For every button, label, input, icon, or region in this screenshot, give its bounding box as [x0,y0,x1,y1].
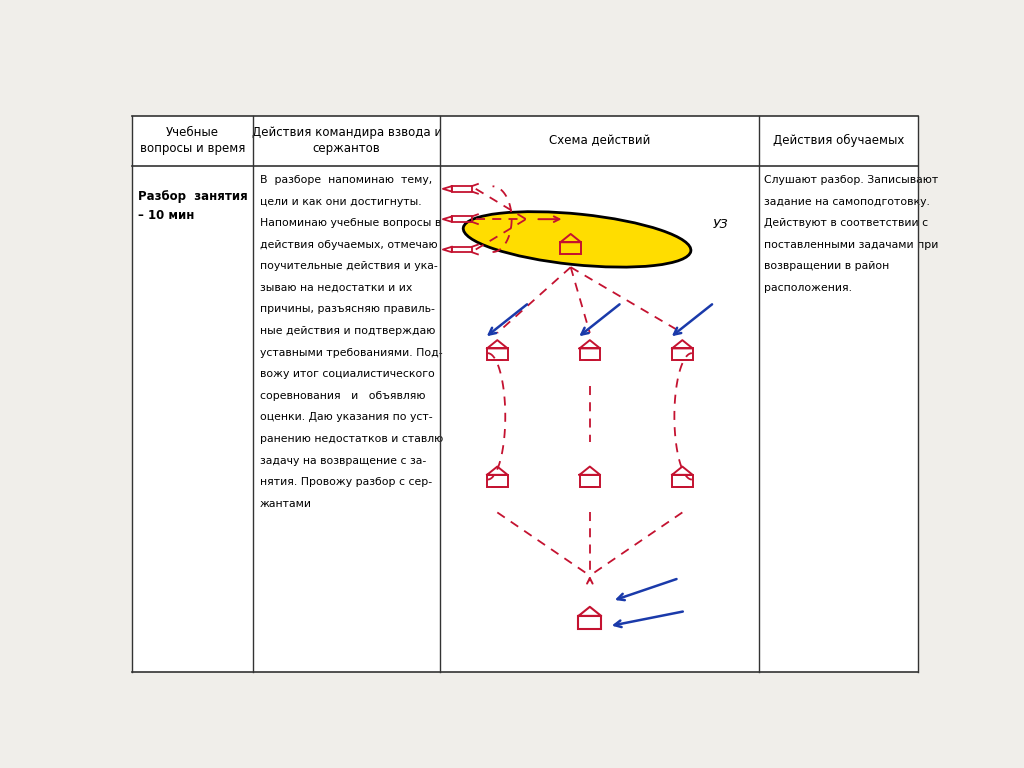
Text: расположения.: расположения. [765,283,852,293]
Bar [580,475,600,487]
Text: Действия обучаемых: Действия обучаемых [772,134,904,147]
Ellipse shape [463,212,691,267]
Text: ные действия и подтверждаю: ные действия и подтверждаю [260,326,435,336]
Text: жантами: жантами [260,498,311,508]
Text: нятия. Провожу разбор с сер-: нятия. Провожу разбор с сер- [260,477,432,487]
Text: соревнования   и   объявляю: соревнования и объявляю [260,391,425,401]
Bar [672,349,692,360]
Bar [580,349,600,360]
Text: цели и как они достигнуты.: цели и как они достигнуты. [260,197,421,207]
Bar [452,217,472,222]
Bar [452,186,472,191]
Bar [579,616,601,629]
Text: зываю на недостатки и их: зываю на недостатки и их [260,283,412,293]
Bar [487,475,508,487]
Text: Схема действий: Схема действий [549,134,650,147]
Bar [452,247,472,252]
Bar [487,349,508,360]
Text: оценки. Даю указания по уст-: оценки. Даю указания по уст- [260,412,432,422]
Text: Действия командира взвода и
сержантов: Действия командира взвода и сержантов [252,127,441,155]
Text: Учебные
вопросы и время: Учебные вопросы и время [140,127,246,155]
Text: вожу итог социалистического: вожу итог социалистического [260,369,434,379]
Text: причины, разъясняю правиль-: причины, разъясняю правиль- [260,304,434,314]
Text: Слушают разбор. Записывают: Слушают разбор. Записывают [765,175,939,185]
Bar [560,242,581,254]
Text: возвращении в район: возвращении в район [765,261,890,271]
Text: поставленными задачами при: поставленными задачами при [765,240,939,250]
Text: поучительные действия и ука-: поучительные действия и ука- [260,261,437,271]
Text: задание на самоподготовку.: задание на самоподготовку. [765,197,931,207]
Text: В  разборе  напоминаю  тему,: В разборе напоминаю тему, [260,175,432,185]
Text: Действуют в соответствии с: Действуют в соответствии с [765,218,929,228]
Text: действия обучаемых, отмечаю: действия обучаемых, отмечаю [260,240,437,250]
Text: УЗ: УЗ [713,217,728,230]
Text: уставными требованиями. Под-: уставными требованиями. Под- [260,348,442,358]
Text: ранению недостатков и ставлю: ранению недостатков и ставлю [260,434,443,444]
Text: Разбор  занятия
– 10 мин: Разбор занятия – 10 мин [138,190,248,222]
Text: задачу на возвращение с за-: задачу на возвращение с за- [260,455,426,465]
Text: Напоминаю учебные вопросы в: Напоминаю учебные вопросы в [260,218,441,228]
Bar [672,475,692,487]
